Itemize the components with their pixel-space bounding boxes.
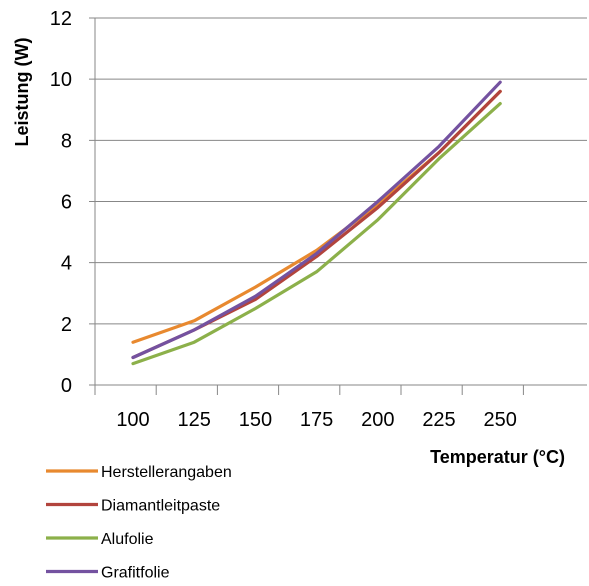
y-tick-label: 10 [50,69,72,91]
x-tick-label: 100 [116,409,149,431]
x-tick-label: 250 [484,409,517,431]
series-line-grafitfolie [131,80,502,360]
legend: Herstellerangaben Diamantleitpaste Alufoli… [46,464,232,582]
series-line-herstellerangaben [131,89,502,344]
legend-label: Diamantleitpaste [101,498,220,515]
x-tick-label: 125 [178,409,211,431]
x-tick-label: 225 [422,409,455,431]
x-tick-label: 150 [239,409,272,431]
x-axis-title: Temperatur (°C) [430,447,565,467]
y-tick-label: 4 [61,253,72,275]
axis-layer [89,18,587,395]
y-tick-label: 0 [61,375,72,397]
legend-label: Alufolie [101,531,154,548]
x-tick-label: 175 [300,409,333,431]
legend-label: Herstellerangaben [101,464,232,481]
y-tick-label: 8 [61,130,72,152]
y-tick-label: 12 [50,8,72,30]
series-line-diamantleitpaste [131,89,502,360]
y-axis-title: Leistung (W) [12,38,32,147]
series-line-alufolie [131,101,502,366]
tick-label-layer: 0 2 4 6 8 10 12 100 125 150 175 200 225 250 [50,8,517,431]
grid-layer [89,17,587,325]
y-tick-label: 2 [61,314,72,336]
series-layer [131,80,502,366]
legend-label: Grafitfolie [101,565,170,582]
x-tick-label: 200 [361,409,394,431]
y-tick-label: 6 [61,192,72,214]
